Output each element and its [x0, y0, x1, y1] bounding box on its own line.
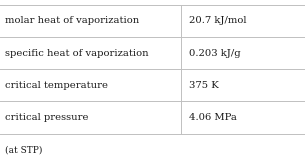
Text: 375 K: 375 K [189, 81, 219, 90]
Text: critical temperature: critical temperature [5, 81, 109, 90]
Text: specific heat of vaporization: specific heat of vaporization [5, 49, 149, 58]
Text: 0.203 kJ/g: 0.203 kJ/g [189, 49, 241, 58]
Text: 4.06 MPa: 4.06 MPa [189, 113, 237, 122]
Text: molar heat of vaporization: molar heat of vaporization [5, 16, 140, 25]
Text: (at STP): (at STP) [5, 145, 43, 154]
Text: 20.7 kJ/mol: 20.7 kJ/mol [189, 16, 247, 25]
Text: critical pressure: critical pressure [5, 113, 89, 122]
